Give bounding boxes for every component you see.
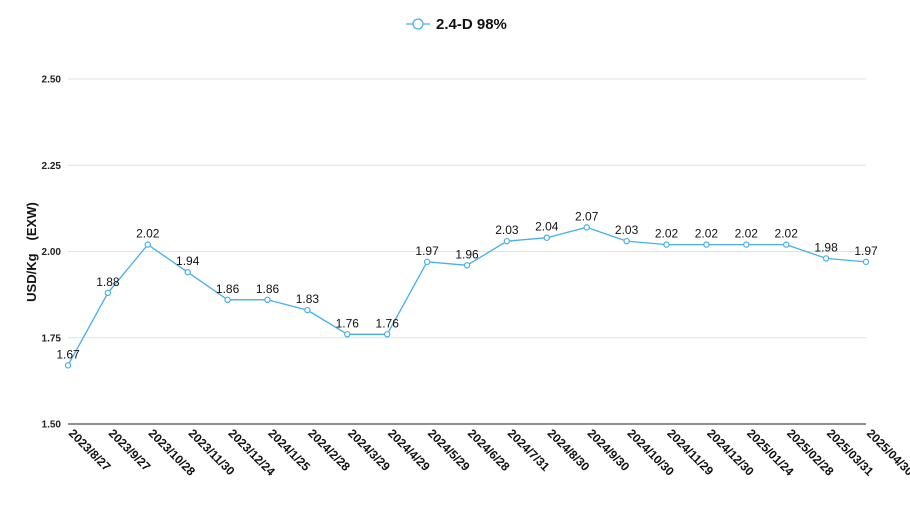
x-tick-label: 2023/8/27: [66, 426, 114, 474]
data-label: 2.03: [495, 223, 519, 237]
data-point: [384, 331, 391, 338]
data-point: [184, 269, 191, 276]
data-labels: 1.67 1.88 2.02 1.94 1.86 1.86 1.83 1.76 1.76 1.97…: [56, 209, 878, 361]
data-label: 1.98: [814, 240, 838, 254]
data-label: 2.02: [775, 227, 799, 241]
data-point: [463, 262, 471, 269]
data-label: 1.86: [256, 282, 280, 296]
data-label: 1.76: [376, 316, 400, 330]
data-point: [64, 362, 72, 369]
data-point: [663, 241, 670, 248]
y-tick-label: 2.25: [42, 161, 62, 172]
x-axis-ticks: 2023/8/272023/9/272023/10/282023/11/3020…: [66, 426, 910, 479]
legend: 2.4-D 98%: [406, 16, 507, 33]
data-point: [304, 306, 311, 314]
data-label: 1.97: [415, 244, 439, 258]
x-tick-label: 2024/3/29: [345, 426, 393, 474]
data-label: 1.88: [96, 275, 120, 289]
data-point: [862, 258, 870, 266]
y-axis-label: USD/Kg (EXW): [24, 202, 39, 302]
data-point: [583, 224, 590, 231]
data-label: 1.86: [216, 282, 240, 296]
data-label: 1.96: [455, 247, 479, 261]
y-tick-label: 1.75: [42, 333, 62, 344]
data-label: 2.02: [136, 227, 160, 241]
data-point: [703, 241, 710, 248]
data-label: 2.02: [695, 227, 719, 241]
data-point: [543, 234, 551, 241]
y-axis-ticks: 1.50 1.75 2.00 2.25 2.50: [42, 75, 62, 431]
x-tick-label: 2024/4/29: [385, 426, 433, 474]
data-point: [503, 237, 511, 245]
x-tick-label: 2024/5/29: [425, 426, 473, 474]
data-point: [224, 296, 231, 303]
legend-label: 2.4-D 98%: [436, 16, 507, 33]
data-point: [344, 331, 351, 338]
data-label: 1.67: [56, 347, 80, 361]
x-tick-label: 2023/9/27: [106, 426, 154, 474]
x-tick-label: 2024/2/28: [305, 426, 353, 474]
data-point: [423, 258, 431, 266]
data-point: [264, 296, 271, 303]
x-tick-label: 2024/9/30: [585, 426, 633, 474]
data-label: 2.02: [655, 227, 679, 241]
x-tick-label: 2024/8/30: [545, 426, 593, 474]
y-tick-label: 2.50: [42, 75, 62, 86]
data-label: 1.83: [296, 292, 320, 306]
x-tick-label: 2024/7/31: [505, 426, 553, 474]
legend-circle-marker: [412, 18, 424, 30]
data-point: [783, 241, 790, 248]
y-tick-label: 1.50: [42, 420, 62, 431]
data-label: 2.04: [535, 220, 559, 234]
data-point: [743, 241, 750, 248]
data-label: 2.02: [735, 227, 759, 241]
data-label: 2.07: [575, 209, 599, 223]
data-label: 1.94: [176, 254, 200, 268]
series-2-4-d: [64, 224, 870, 369]
x-tick-label: 2024/6/28: [465, 426, 513, 474]
grid-lines: [68, 78, 866, 425]
data-point: [623, 237, 630, 245]
data-label: 2.03: [615, 223, 639, 237]
data-point: [104, 289, 112, 297]
data-point: [144, 241, 151, 248]
data-point: [822, 255, 830, 262]
y-tick-label: 2.00: [42, 247, 62, 258]
data-label: 1.76: [336, 316, 360, 330]
data-label: 1.97: [854, 244, 878, 258]
